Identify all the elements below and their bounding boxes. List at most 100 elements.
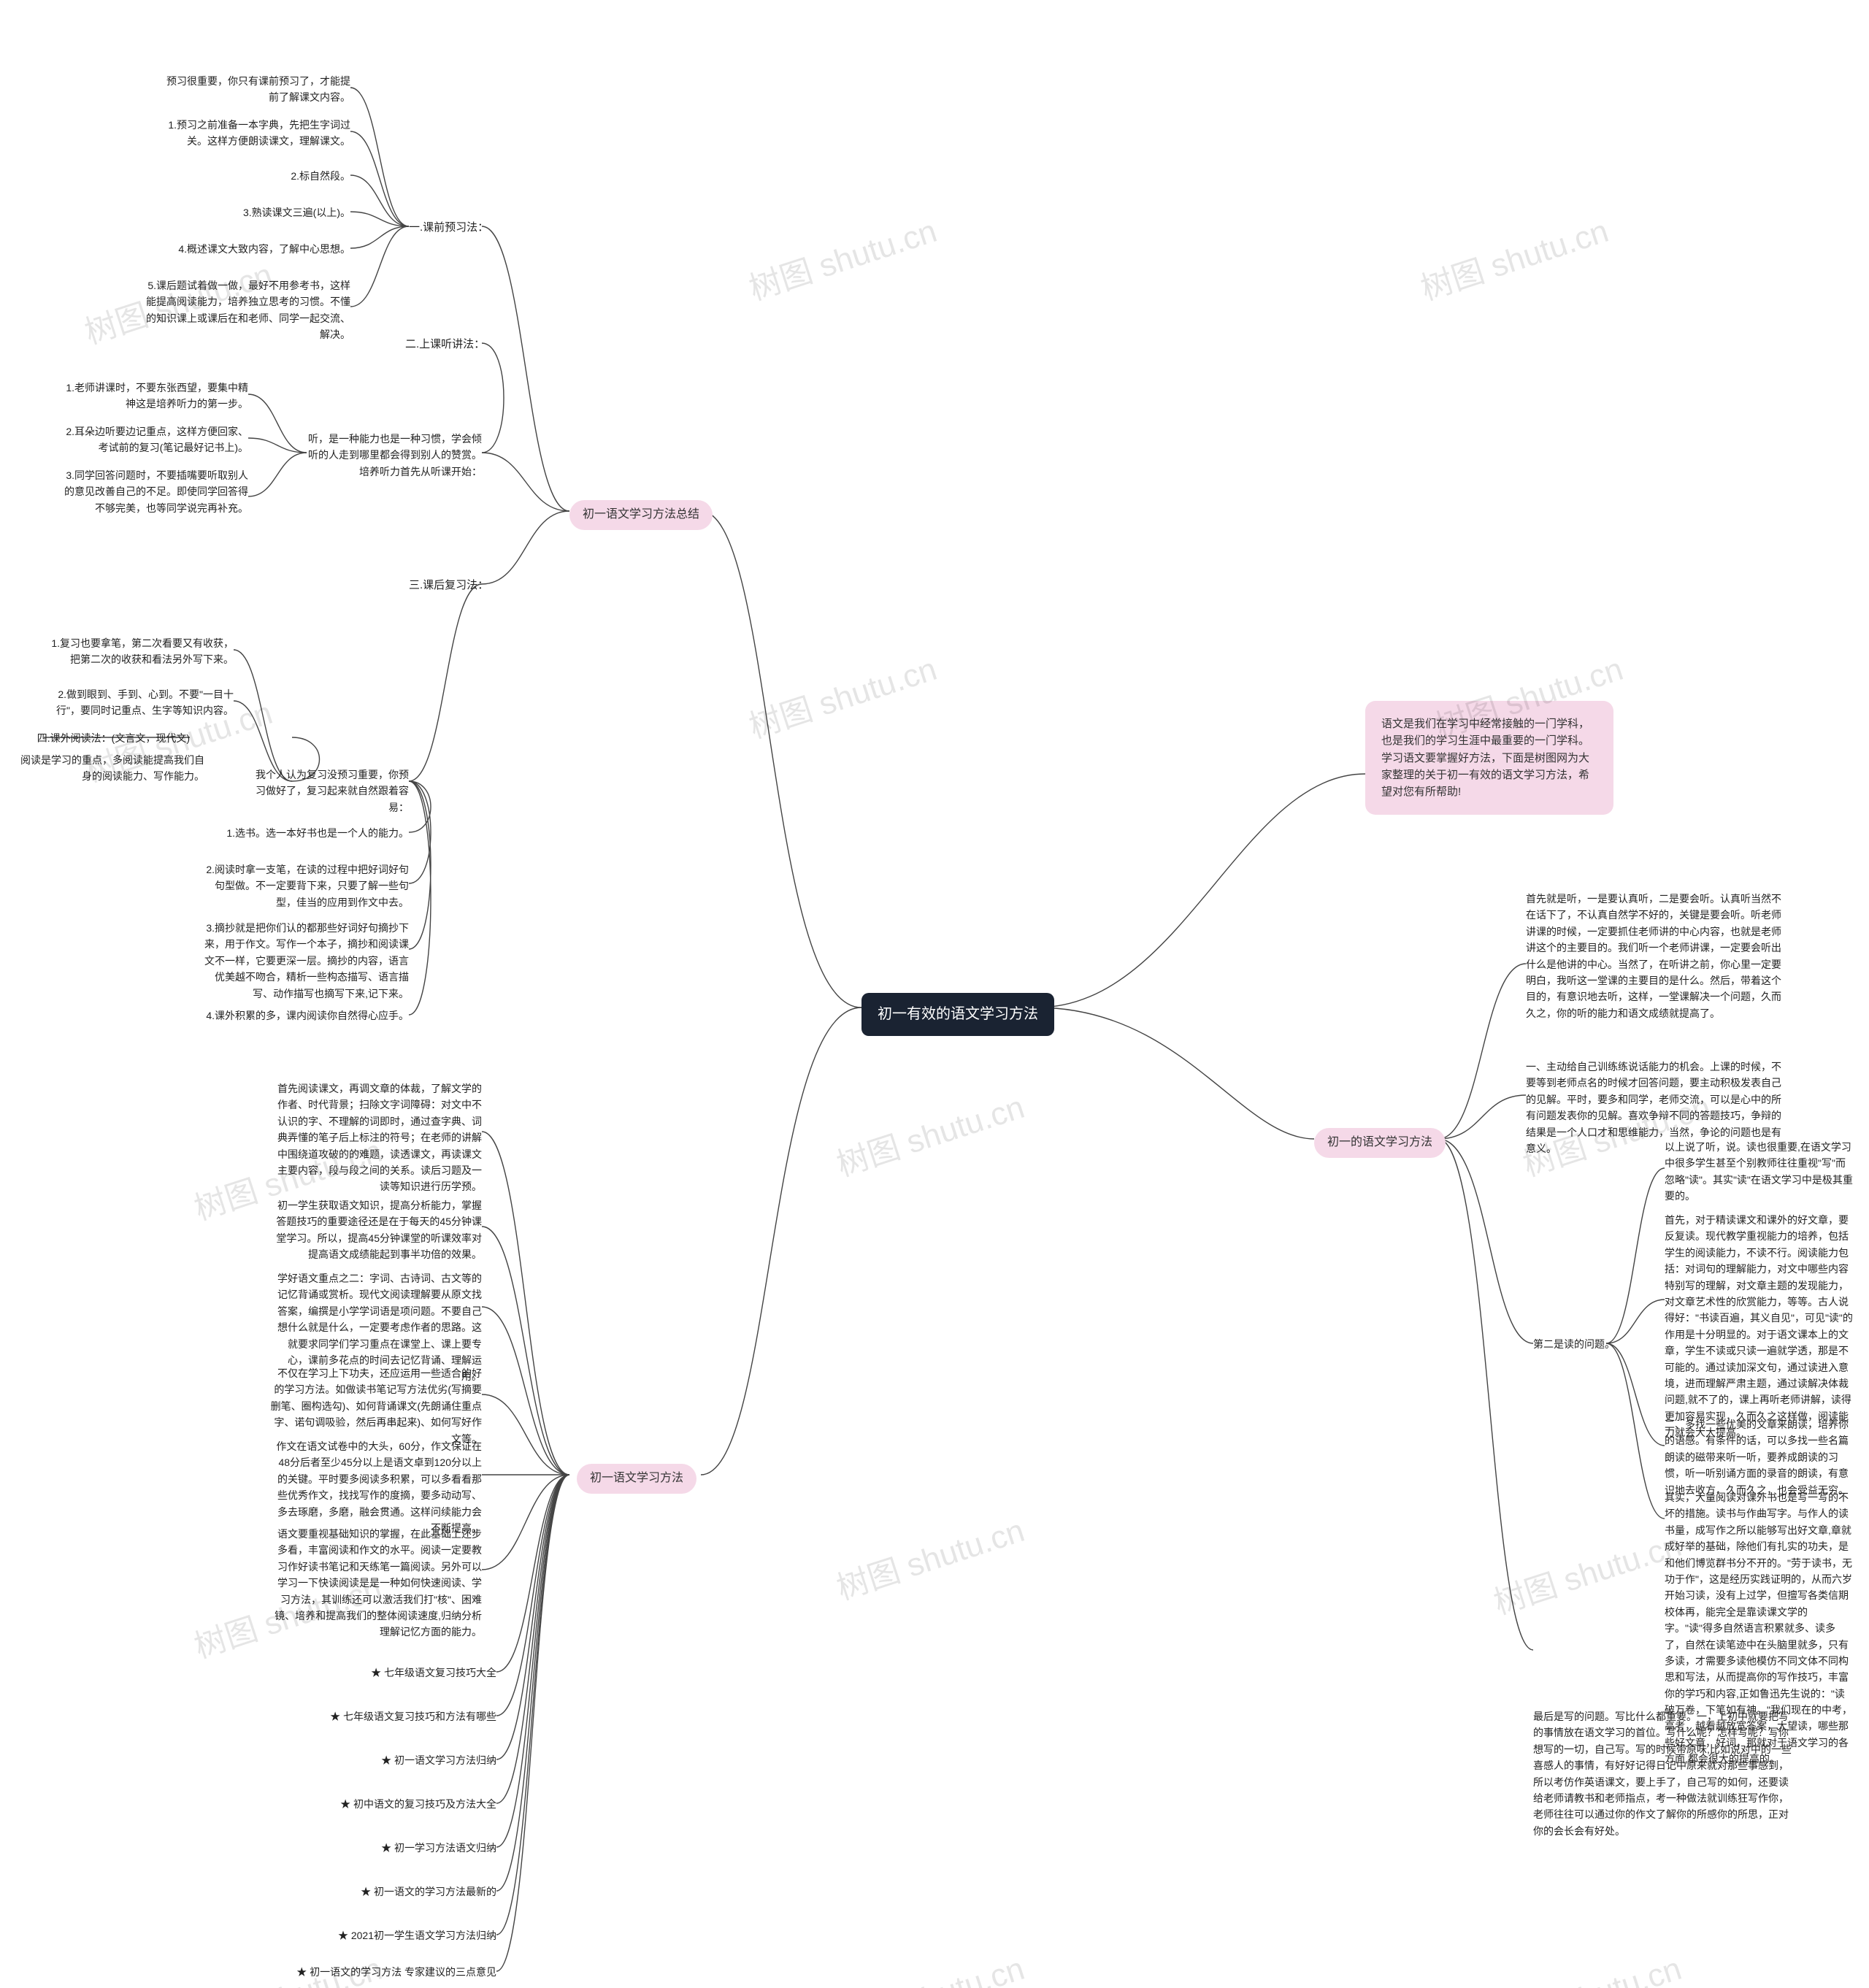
link-2-text: 初一语文学习方法归纳 [394,1754,496,1766]
watermark: 树图 shutu.cn [830,1504,1029,1608]
sec1-t5-text: 5.课后题试着做一做，最好不用参考书，这样能提高阅读能力，培养独立思考的习惯。不… [146,280,350,340]
watermark: 树图 shutu.cn [1487,1519,1686,1623]
link-6-text: 2021初一学生语文学习方法归纳 [351,1930,496,1941]
left-pill-top-label: 初一语文学习方法总结 [583,508,699,521]
sec3-mid-text: 我个人认为复习没预习重要，你预习做好了，复习起来就自然跟着容易： [256,769,409,813]
center-node: 初一有效的语文学习方法 [861,993,1054,1036]
link-0-text: 七年级语文复习技巧大全 [384,1667,496,1678]
lb-p2: 初一学生获取语文知识，提高分析能力，掌握答题技巧的重要途径还是在于每天的45分钟… [270,1197,482,1263]
lb-p4: 不仅在学习上下功夫，还应运用一些适合的好的学习方法。如做读书笔记写方法优劣(写摘… [270,1365,482,1447]
r1-n1-text: 首先就是听，一是要认真听，二是要会听。认真听当然不在话下了，不认真自然学不好的，… [1526,893,1781,1019]
lb-p2-text: 初一学生获取语文知识，提高分析能力，掌握答题技巧的重要途径还是在于每天的45分钟… [276,1200,482,1260]
sec3-label-text: 三.课后复习法： [409,579,488,591]
left-pill-top: 初一语文学习方法总结 [569,500,713,530]
sec3-label: 三.课后复习法： [409,577,488,594]
left-pill-bottom: 初一语文学习方法 [577,1464,696,1494]
sec4-d: 4.课外积累的多，课内阅读你自然得心应手。 [204,1008,409,1024]
lb-p1: 首先阅读课文，再调文章的体裁，了解文学的作者、时代背景；扫除文字词障碍：对文中不… [270,1081,482,1195]
left-pill-bottom-label: 初一语文学习方法 [590,1472,683,1484]
lb-p5-text: 作文在语文试卷中的大头，60分，作文保证在48分后者至少45分以上是语文卓到12… [276,1440,482,1534]
watermark: 树图 shutu.cn [1487,1942,1686,1988]
intro-box: 语文是我们在学习中经常接触的一门学科，也是我们的学习生涯中最重要的一门学科。学习… [1365,701,1613,815]
sec4-mid: 阅读是学习的重点，多阅读能提高我们自身的阅读能力、写作能力。 [15,752,204,785]
sec4-c-text: 3.摘抄就是把你们认的都那些好词好句摘抄下来，用于作文。写作一个本子，摘抄和阅读… [204,922,409,999]
r1-n3c: 二、多找一些优美的文章来朗读，培养你的语感。有条件的话，可以多找一些名篇朗读的磁… [1665,1416,1854,1498]
sec1-t3: 3.熟读课文三遍(以上)。 [226,204,350,220]
r1-n3c-text: 二、多找一些优美的文章来朗读，培养你的语感。有条件的话，可以多找一些名篇朗读的磁… [1665,1419,1849,1496]
center-label: 初一有效的语文学习方法 [878,1006,1038,1022]
sec2-c: 3.同学回答问题时，不要插嘴要听取别人的意见改善自己的不足。即使同学回答得不够完… [58,467,248,516]
sec4-label-text: 四.课外阅读法：(文言文，现代文) [37,732,190,744]
r1-n4: 最后是写的问题。写比什么都重要。一，上初中就要把写的事情放在语文学习的首位。写什… [1533,1708,1796,1839]
sec4-a-text: 1.选书。选一本好书也是一个人的能力。 [226,827,409,839]
r1-n3-label: 第二是读的问题。 [1533,1336,1615,1352]
r1-n1: 首先就是听，一是要认真听，二是要会听。认真听当然不在话下了，不认真自然学不好的，… [1526,891,1789,1021]
sec1-t0-text: 预习很重要，你只有课前预习了，才能提前了解课文内容。 [166,75,350,103]
r1-n4-text: 最后是写的问题。写比什么都重要。一，上初中就要把写的事情放在语文学习的首位。写什… [1533,1711,1792,1837]
sec4-c: 3.摘抄就是把你们认的都那些好词好句摘抄下来，用于作文。写作一个本子，摘抄和阅读… [204,920,409,1002]
link-5[interactable]: 初一语文的学习方法最新的 [343,1884,496,1900]
sec4-mid-text: 阅读是学习的重点，多阅读能提高我们自身的阅读能力、写作能力。 [20,754,204,782]
sec3-a-text: 1.复习也要拿笔，第二次看要又有收获，把第二次的收获和看法另外写下来。 [51,637,234,665]
sec2-label-text: 二.上课听讲法： [405,338,485,350]
sec1-t2: 2.标自然段。 [277,168,350,184]
sec1-t5: 5.课后题试着做一做，最好不用参考书，这样能提高阅读能力，培养独立思考的习惯。不… [146,277,350,343]
lb-p5: 作文在语文试卷中的大头，60分，作文保证在48分后者至少45分以上是语文卓到12… [270,1438,482,1536]
lb-p1-text: 首先阅读课文，再调文章的体裁，了解文学的作者、时代背景；扫除文字词障碍：对文中不… [277,1083,482,1192]
lb-p4-text: 不仅在学习上下功夫，还应运用一些适合的好的学习方法。如做读书笔记写方法优劣(写摘… [271,1367,482,1445]
link-5-text: 初一语文的学习方法最新的 [374,1886,496,1897]
link-4[interactable]: 初一学习方法语文归纳 [365,1840,496,1856]
sec1-t4: 4.概述课文大致内容，了解中心思想。 [175,241,350,257]
sec3-a: 1.复习也要拿笔，第二次看要又有收获，把第二次的收获和看法另外写下来。 [44,635,234,668]
sec2-label: 二.上课听讲法： [405,336,485,353]
r1-n3-label-text: 第二是读的问题。 [1533,1338,1615,1350]
sec4-d-text: 4.课外积累的多，课内阅读你自然得心应手。 [206,1010,409,1021]
watermark: 树图 shutu.cn [830,1942,1029,1988]
sec2-c-text: 3.同学回答问题时，不要插嘴要听取别人的意见改善自己的不足。即使同学回答得不够完… [64,469,248,514]
link-1[interactable]: 七年级语文复习技巧和方法有哪些 [314,1708,496,1724]
watermark: 树图 shutu.cn [742,204,942,309]
sec3-b: 2.做到眼到、手到、心到。不要"一目十行"，要同时记重点、生字等知识内容。 [44,686,234,719]
sec4-b-text: 2.阅读时拿一支笔，在读的过程中把好词好句句型做。不一定要背下来，只要了解一些句… [206,864,409,908]
sec4-a: 1.选书。选一本好书也是一个人的能力。 [219,825,409,841]
sec2-mid-text: 听，是一种能力也是一种习惯，学会倾听的人走到哪里都会得到别人的赞赏。培养听力首先… [308,433,482,477]
lb-p6-text: 语文要重视基础知识的掌握，在此基础上还步多看，丰富阅读和作文的水平。阅读一定要教… [275,1528,482,1638]
sec1-t4-text: 4.概述课文大致内容，了解中心思想。 [178,243,350,255]
sec2-b-text: 2.耳朵边听要边记重点，这样方便回家、考试前的复习(笔记最好记书上)。 [66,426,248,453]
link-7[interactable]: 初一语文的学习方法 专家建议的三点意见 [292,1964,496,1980]
sec1-t1-text: 1.预习之前准备一本字典，先把生字词过关。这样方便朗读课文，理解课文。 [168,119,350,147]
watermark: 树图 shutu.cn [830,1081,1029,1185]
link-3[interactable]: 初中语文的复习技巧及方法大全 [321,1796,496,1812]
right-pill-1: 初一的语文学习方法 [1314,1128,1446,1158]
link-1-text: 七年级语文复习技巧和方法有哪些 [343,1711,496,1722]
sec3-b-text: 2.做到眼到、手到、心到。不要"一目十行"，要同时记重点、生字等知识内容。 [56,688,234,716]
sec2-a-text: 1.老师讲课时，不要东张西望，要集中精神这是培养听力的第一步。 [66,382,248,410]
sec1-label: 一.课前预习法： [409,219,488,236]
sec1-t2-text: 2.标自然段。 [291,170,350,182]
r1-n3a-text: 以上说了听，说。读也很重要,在语文学习中很多学生甚至个别教师往往重视"写"而忽略… [1665,1141,1853,1202]
link-0[interactable]: 七年级语文复习技巧大全 [343,1665,496,1681]
lb-p6: 语文要重视基础知识的掌握，在此基础上还步多看，丰富阅读和作文的水平。阅读一定要教… [270,1526,482,1640]
link-4-text: 初一学习方法语文归纳 [394,1842,496,1854]
r1-n3b: 首先，对于精读课文和课外的好文章，要反复读。现代教学重视能力的培养，包括学生的阅… [1665,1212,1854,1440]
sec4-b: 2.阅读时拿一支笔，在读的过程中把好词好句句型做。不一定要背下来，只要了解一些句… [204,861,409,910]
sec1-t3-text: 3.熟读课文三遍(以上)。 [243,207,350,218]
sec2-mid: 听，是一种能力也是一种习惯，学会倾听的人走到哪里都会得到别人的赞赏。培养听力首先… [307,431,482,480]
sec3-mid: 我个人认为复习没预习重要，你预习做好了，复习起来就自然跟着容易： [248,767,409,815]
link-2[interactable]: 初一语文学习方法归纳 [358,1752,496,1768]
sec2-b: 2.耳朵边听要边记重点，这样方便回家、考试前的复习(笔记最好记书上)。 [58,423,248,456]
sec1-t0: 预习很重要，你只有课前预习了，才能提前了解课文内容。 [161,73,350,106]
watermark: 树图 shutu.cn [742,642,942,747]
sec2-a: 1.老师讲课时，不要东张西望，要集中精神这是培养听力的第一步。 [58,380,248,412]
link-6[interactable]: 2021初一学生语文学习方法归纳 [321,1927,496,1943]
sec1-t1: 1.预习之前准备一本字典，先把生字词过关。这样方便朗读课文，理解课文。 [161,117,350,150]
watermark: 树图 shutu.cn [1414,204,1613,309]
sec4-label: 四.课外阅读法：(文言文，现代文) [29,730,190,746]
link-7-text: 初一语文的学习方法 专家建议的三点意见 [310,1966,496,1978]
link-3-text: 初中语文的复习技巧及方法大全 [353,1798,496,1810]
intro-text: 语文是我们在学习中经常接触的一门学科，也是我们的学习生涯中最重要的一门学科。学习… [1381,718,1589,798]
r1-n3b-text: 首先，对于精读课文和课外的好文章，要反复读。现代教学重视能力的培养，包括学生的阅… [1665,1214,1853,1438]
sec1-label-text: 一.课前预习法： [409,221,488,234]
right-pill-1-label: 初一的语文学习方法 [1327,1136,1432,1148]
r1-n3a: 以上说了听，说。读也很重要,在语文学习中很多学生甚至个别教师往往重视"写"而忽略… [1665,1139,1854,1205]
